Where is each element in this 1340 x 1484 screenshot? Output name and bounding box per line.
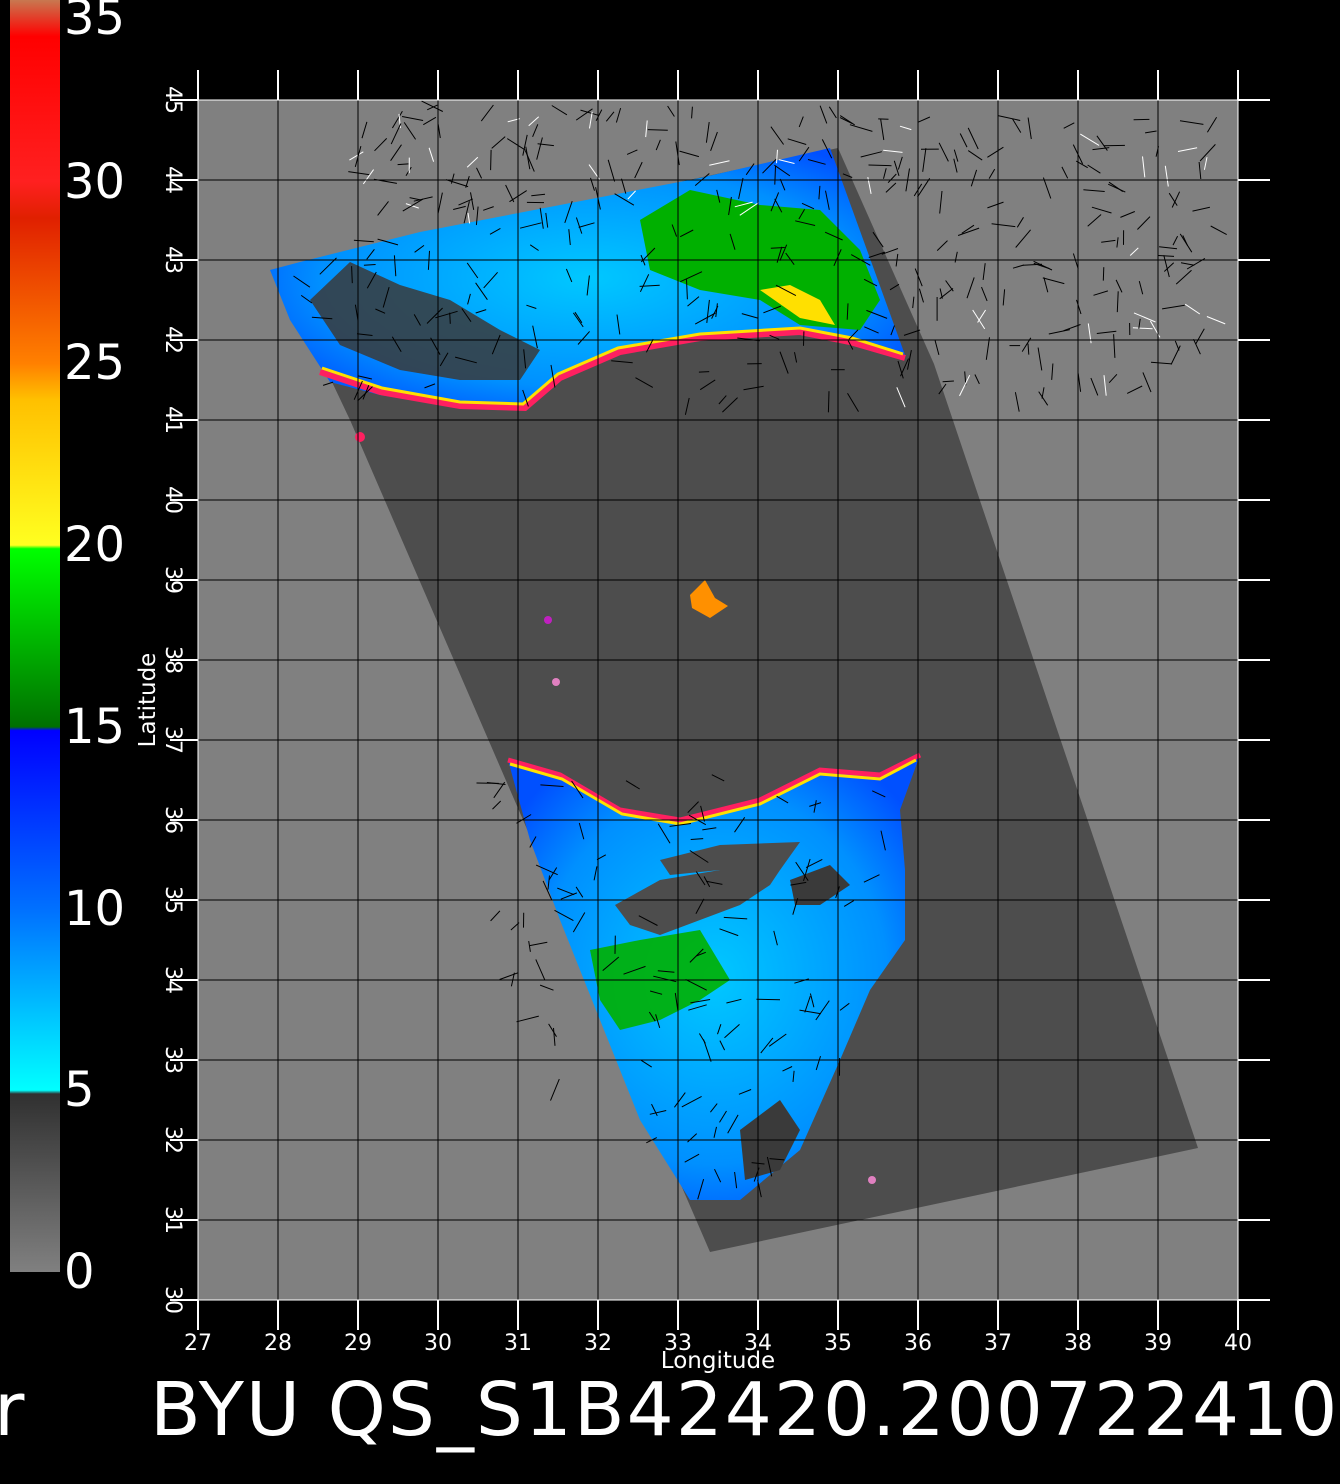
footer-fragment: r: [0, 1370, 24, 1450]
small-patch-4: [355, 432, 365, 442]
y-tick-label-39: 39: [160, 566, 185, 594]
x-tick-label-31: 31: [504, 1331, 532, 1356]
y-tick-label-31: 31: [160, 1206, 185, 1234]
y-tick-label-44: 44: [160, 166, 185, 194]
x-tick-label-36: 36: [904, 1331, 932, 1356]
wind-barb: [352, 266, 353, 283]
y-tick-label-41: 41: [160, 406, 185, 434]
small-patch-3: [868, 1176, 876, 1184]
x-tick-label-29: 29: [344, 1331, 372, 1356]
x-tick-label-37: 37: [984, 1331, 1012, 1356]
wind-barb: [943, 381, 954, 382]
x-tick-label-40: 40: [1224, 1331, 1252, 1356]
y-tick-label-34: 34: [160, 966, 185, 994]
colorbar-label-0: 0: [64, 1248, 95, 1296]
x-tick-label-39: 39: [1144, 1331, 1172, 1356]
wind-barb: [771, 248, 785, 249]
small-patch-1: [544, 616, 552, 624]
y-tick-label-30: 30: [160, 1286, 185, 1314]
footer-title: BYU QS_S1B42420.200722410: [150, 1370, 1339, 1450]
x-tick-label-38: 38: [1064, 1331, 1092, 1356]
colorbar-label-20: 20: [64, 521, 125, 569]
colorbar-label-10: 10: [64, 885, 125, 933]
y-tick-label-40: 40: [160, 486, 185, 514]
y-tick-label-43: 43: [160, 246, 185, 274]
y-tick-label-42: 42: [160, 326, 185, 354]
wind-barb: [775, 166, 776, 184]
y-tick-label-45: 45: [160, 86, 185, 114]
colorbar-label-30: 30: [64, 158, 125, 206]
x-tick-label-30: 30: [424, 1331, 452, 1356]
y-tick-label-32: 32: [160, 1126, 185, 1154]
x-tick-label-27: 27: [184, 1331, 212, 1356]
small-patch-2: [552, 678, 560, 686]
x-tick-label-32: 32: [584, 1331, 612, 1356]
colorbar: [10, 0, 60, 1272]
wind-barb: [450, 313, 451, 324]
y-axis-label: Latitude: [135, 653, 161, 748]
x-tick-label-35: 35: [824, 1331, 852, 1356]
wind-barb: [398, 164, 409, 165]
wind-barb: [491, 150, 492, 170]
y-tick-label-37: 37: [160, 726, 185, 754]
y-tick-label-35: 35: [160, 886, 185, 914]
y-tick-label-36: 36: [160, 806, 185, 834]
x-tick-label-28: 28: [264, 1331, 292, 1356]
colorbar-label-25: 25: [64, 339, 125, 387]
y-tick-label-38: 38: [160, 646, 185, 674]
wind-barb: [648, 130, 668, 131]
y-tick-label-33: 33: [160, 1046, 185, 1074]
colorbar-label-35: 35: [64, 0, 125, 42]
wind-barb: [699, 372, 709, 373]
colorbar-label-5: 5: [64, 1066, 95, 1114]
wind-barb: [869, 165, 892, 166]
wind-barb: [1103, 267, 1104, 280]
wind-barb: [828, 391, 829, 412]
colorbar-label-15: 15: [64, 703, 125, 751]
